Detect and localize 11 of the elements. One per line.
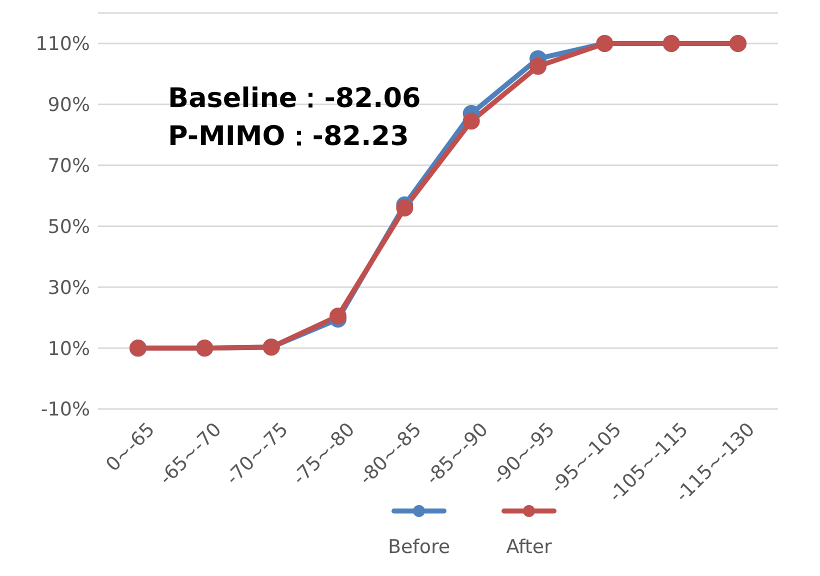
- y-tick-label: 30%: [48, 276, 90, 299]
- y-tick-label: 90%: [48, 94, 90, 116]
- legend-label: Before: [388, 536, 450, 558]
- legend-label: After: [506, 536, 552, 558]
- y-tick-label: 70%: [48, 155, 90, 178]
- y-tick-label: -10%: [40, 398, 90, 421]
- annotation: P-MIMO：-82.23: [168, 120, 410, 154]
- y-tick-label: 10%: [48, 338, 90, 360]
- y-tick-label: 110%: [36, 33, 90, 56]
- y-tick-label: 50%: [48, 216, 90, 238]
- annotation: Baseline：-82.06: [168, 82, 421, 116]
